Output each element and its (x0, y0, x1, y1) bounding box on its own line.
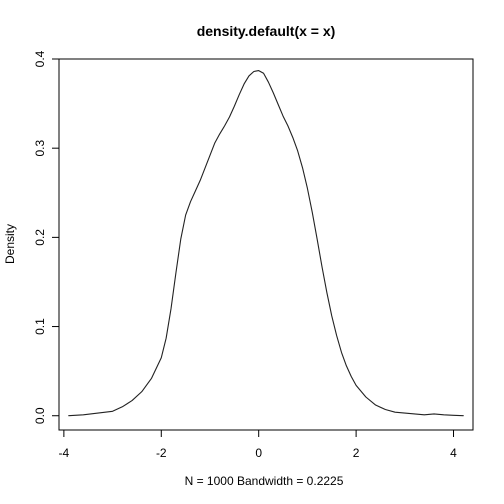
y-axis: 0.0 0.1 0.2 0.3 0.4 (33, 50, 60, 424)
x-axis-label: N = 1000 Bandwidth = 0.2225 (185, 474, 344, 488)
x-tick-label: -2 (156, 446, 167, 460)
x-tick-label: -4 (59, 446, 70, 460)
x-axis: -4 -2 0 2 4 (59, 429, 457, 460)
y-tick-label: 0.2 (33, 229, 47, 246)
y-tick-label: 0.0 (33, 407, 47, 424)
y-tick-label: 0.1 (33, 318, 47, 335)
y-tick-label: 0.3 (33, 140, 47, 157)
x-tick-label: 0 (255, 446, 262, 460)
y-tick-label: 0.4 (33, 50, 47, 67)
y-axis-label: Density (3, 224, 17, 264)
plot-frame (58, 58, 474, 431)
chart-title: density.default(x = x) (197, 23, 336, 39)
x-tick-label: 2 (353, 446, 360, 460)
density-line (68, 70, 464, 417)
x-tick-label: 4 (450, 446, 457, 460)
